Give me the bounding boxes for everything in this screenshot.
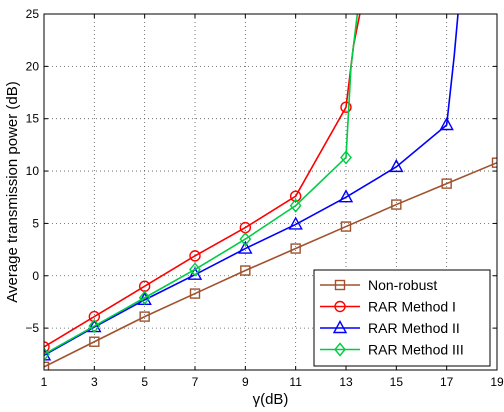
data-point: [88, 318, 101, 334]
data-point: [340, 221, 352, 232]
data-point: [289, 198, 302, 213]
legend-label: Non-robust: [368, 277, 437, 293]
legend-label: RAR Method I: [368, 299, 456, 315]
data-point: [44, 347, 50, 362]
data-point: [138, 290, 151, 305]
data-point: [288, 216, 303, 230]
y-tick-label: 20: [26, 59, 40, 73]
legend-entry-rar-method-i: RAR Method I: [320, 299, 456, 315]
data-point: [238, 240, 253, 254]
series-rar-method-iii: [44, 14, 359, 362]
data-point: [391, 199, 402, 210]
x-tick-label: 17: [440, 375, 454, 389]
x-tick-label: 3: [91, 375, 98, 389]
legend-marker: [334, 342, 346, 357]
legend-marker: [334, 279, 346, 291]
data-point: [89, 336, 100, 347]
x-tick-label: 9: [242, 375, 249, 389]
data-point: [187, 266, 203, 280]
x-tick-label: 15: [390, 375, 404, 389]
y-tick-label: 15: [26, 112, 40, 126]
x-tick-label: 1: [41, 375, 48, 389]
legend-label: RAR Method II: [368, 320, 460, 336]
legend-entry-rar-method-iii: RAR Method III: [320, 342, 464, 358]
data-point: [340, 101, 352, 113]
data-point: [290, 243, 301, 254]
data-point: [44, 341, 50, 353]
series-line: [44, 161, 497, 368]
series-non-robust: [44, 157, 497, 370]
x-axis-title: γ(dB): [253, 391, 289, 408]
x-tick-label: 19: [490, 375, 504, 389]
data-point: [289, 190, 302, 202]
x-tick-label: 5: [141, 375, 148, 389]
legend-entry-rar-method-ii: RAR Method II: [320, 320, 460, 336]
data-point: [44, 361, 50, 370]
data-point: [340, 150, 352, 165]
series-rar-method-i: [44, 14, 361, 353]
data-point: [441, 178, 452, 189]
x-tick-label: 7: [192, 375, 199, 389]
series-line: [44, 14, 459, 357]
y-tick-label: 5: [32, 216, 39, 230]
x-tick-label: 13: [339, 375, 353, 389]
plot-frame: [43, 13, 498, 371]
data-point: [189, 288, 201, 299]
legend-entry-non-robust: Non-robust: [320, 277, 437, 293]
data-point: [189, 262, 201, 277]
x-tick-label: 11: [289, 375, 302, 389]
series-layer: [44, 14, 497, 370]
data-point: [338, 189, 354, 203]
legend: Non-robust RAR Method I RAR Method II RAR M…: [313, 269, 491, 367]
data-point: [189, 250, 201, 262]
y-axis-title: Average transmission power (dB): [4, 81, 21, 302]
series-line: [44, 14, 359, 355]
y-tick-label: 25: [26, 7, 40, 21]
data-point: [240, 265, 251, 276]
data-point: [239, 232, 252, 247]
data-point: [439, 117, 454, 131]
y-tick-label: −5: [25, 321, 39, 335]
data-point: [139, 311, 150, 322]
legend-marker: [334, 300, 346, 313]
legend-marker: [332, 320, 348, 334]
data-point: [44, 347, 52, 361]
y-tick-label: 10: [26, 164, 40, 178]
legend-label: RAR Method III: [368, 342, 464, 358]
y-tick-label: 0: [32, 269, 39, 283]
series-rar-method-ii: [44, 14, 459, 361]
data-point: [491, 157, 497, 168]
series-line: [44, 14, 361, 348]
data-point: [389, 158, 404, 173]
